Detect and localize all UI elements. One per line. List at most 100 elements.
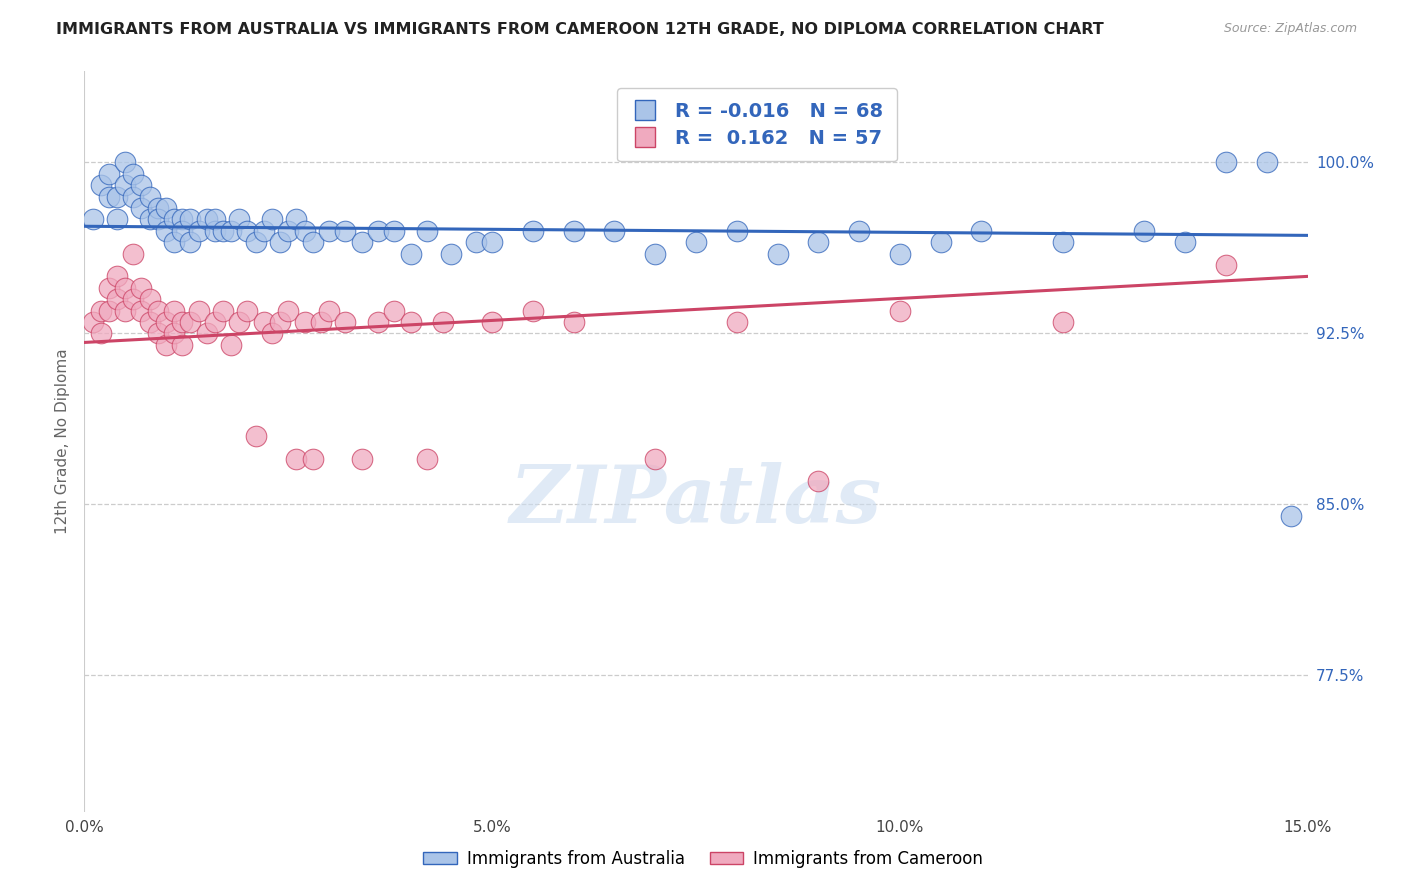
Point	[603, 224, 626, 238]
Point	[416, 451, 439, 466]
Point	[122, 292, 145, 306]
Point	[172, 224, 194, 238]
Point	[1133, 224, 1156, 238]
Point	[432, 315, 454, 329]
Point	[195, 326, 218, 341]
Point	[90, 178, 112, 193]
Point	[90, 326, 112, 341]
Point	[204, 212, 226, 227]
Point	[522, 224, 544, 238]
Point	[228, 315, 250, 329]
Point	[163, 326, 186, 341]
Point	[131, 303, 153, 318]
Point	[82, 315, 104, 329]
Point	[367, 315, 389, 329]
Point	[367, 224, 389, 238]
Point	[114, 281, 136, 295]
Point	[179, 235, 201, 250]
Point	[889, 246, 911, 260]
Legend: Immigrants from Australia, Immigrants from Cameroon: Immigrants from Australia, Immigrants fr…	[416, 844, 990, 875]
Point	[122, 246, 145, 260]
Point	[382, 224, 405, 238]
Point	[97, 281, 120, 295]
Point	[97, 303, 120, 318]
Point	[163, 235, 186, 250]
Point	[260, 212, 283, 227]
Point	[146, 303, 169, 318]
Point	[114, 155, 136, 169]
Point	[219, 224, 242, 238]
Point	[562, 315, 585, 329]
Point	[245, 429, 267, 443]
Point	[970, 224, 993, 238]
Point	[219, 337, 242, 351]
Point	[212, 224, 235, 238]
Point	[285, 212, 308, 227]
Point	[1052, 235, 1074, 250]
Point	[301, 235, 323, 250]
Point	[807, 235, 830, 250]
Point	[122, 189, 145, 203]
Point	[481, 315, 503, 329]
Point	[172, 212, 194, 227]
Point	[172, 315, 194, 329]
Point	[318, 303, 340, 318]
Point	[416, 224, 439, 238]
Point	[114, 303, 136, 318]
Point	[269, 315, 291, 329]
Point	[105, 189, 128, 203]
Point	[236, 224, 259, 238]
Point	[685, 235, 707, 250]
Point	[318, 224, 340, 238]
Legend: R = -0.016   N = 68, R =  0.162   N = 57: R = -0.016 N = 68, R = 0.162 N = 57	[617, 88, 897, 161]
Point	[464, 235, 486, 250]
Point	[138, 212, 160, 227]
Point	[138, 292, 160, 306]
Point	[253, 224, 276, 238]
Point	[399, 315, 422, 329]
Point	[399, 246, 422, 260]
Point	[1256, 155, 1278, 169]
Point	[440, 246, 463, 260]
Point	[195, 212, 218, 227]
Point	[807, 475, 830, 489]
Point	[146, 201, 169, 215]
Point	[97, 167, 120, 181]
Point	[253, 315, 276, 329]
Point	[155, 337, 177, 351]
Point	[155, 224, 177, 238]
Point	[350, 451, 373, 466]
Point	[309, 315, 332, 329]
Point	[131, 201, 153, 215]
Point	[97, 189, 120, 203]
Point	[187, 224, 209, 238]
Point	[131, 178, 153, 193]
Point	[172, 337, 194, 351]
Point	[114, 178, 136, 193]
Point	[294, 224, 316, 238]
Point	[236, 303, 259, 318]
Point	[122, 167, 145, 181]
Point	[131, 281, 153, 295]
Point	[1215, 258, 1237, 272]
Point	[481, 235, 503, 250]
Point	[90, 303, 112, 318]
Point	[105, 212, 128, 227]
Point	[522, 303, 544, 318]
Point	[294, 315, 316, 329]
Point	[644, 246, 666, 260]
Point	[1279, 508, 1302, 523]
Point	[155, 315, 177, 329]
Point	[155, 201, 177, 215]
Point	[301, 451, 323, 466]
Point	[212, 303, 235, 318]
Point	[766, 246, 789, 260]
Point	[245, 235, 267, 250]
Point	[138, 315, 160, 329]
Point	[335, 315, 357, 329]
Point	[105, 292, 128, 306]
Point	[335, 224, 357, 238]
Point	[269, 235, 291, 250]
Point	[848, 224, 870, 238]
Point	[138, 189, 160, 203]
